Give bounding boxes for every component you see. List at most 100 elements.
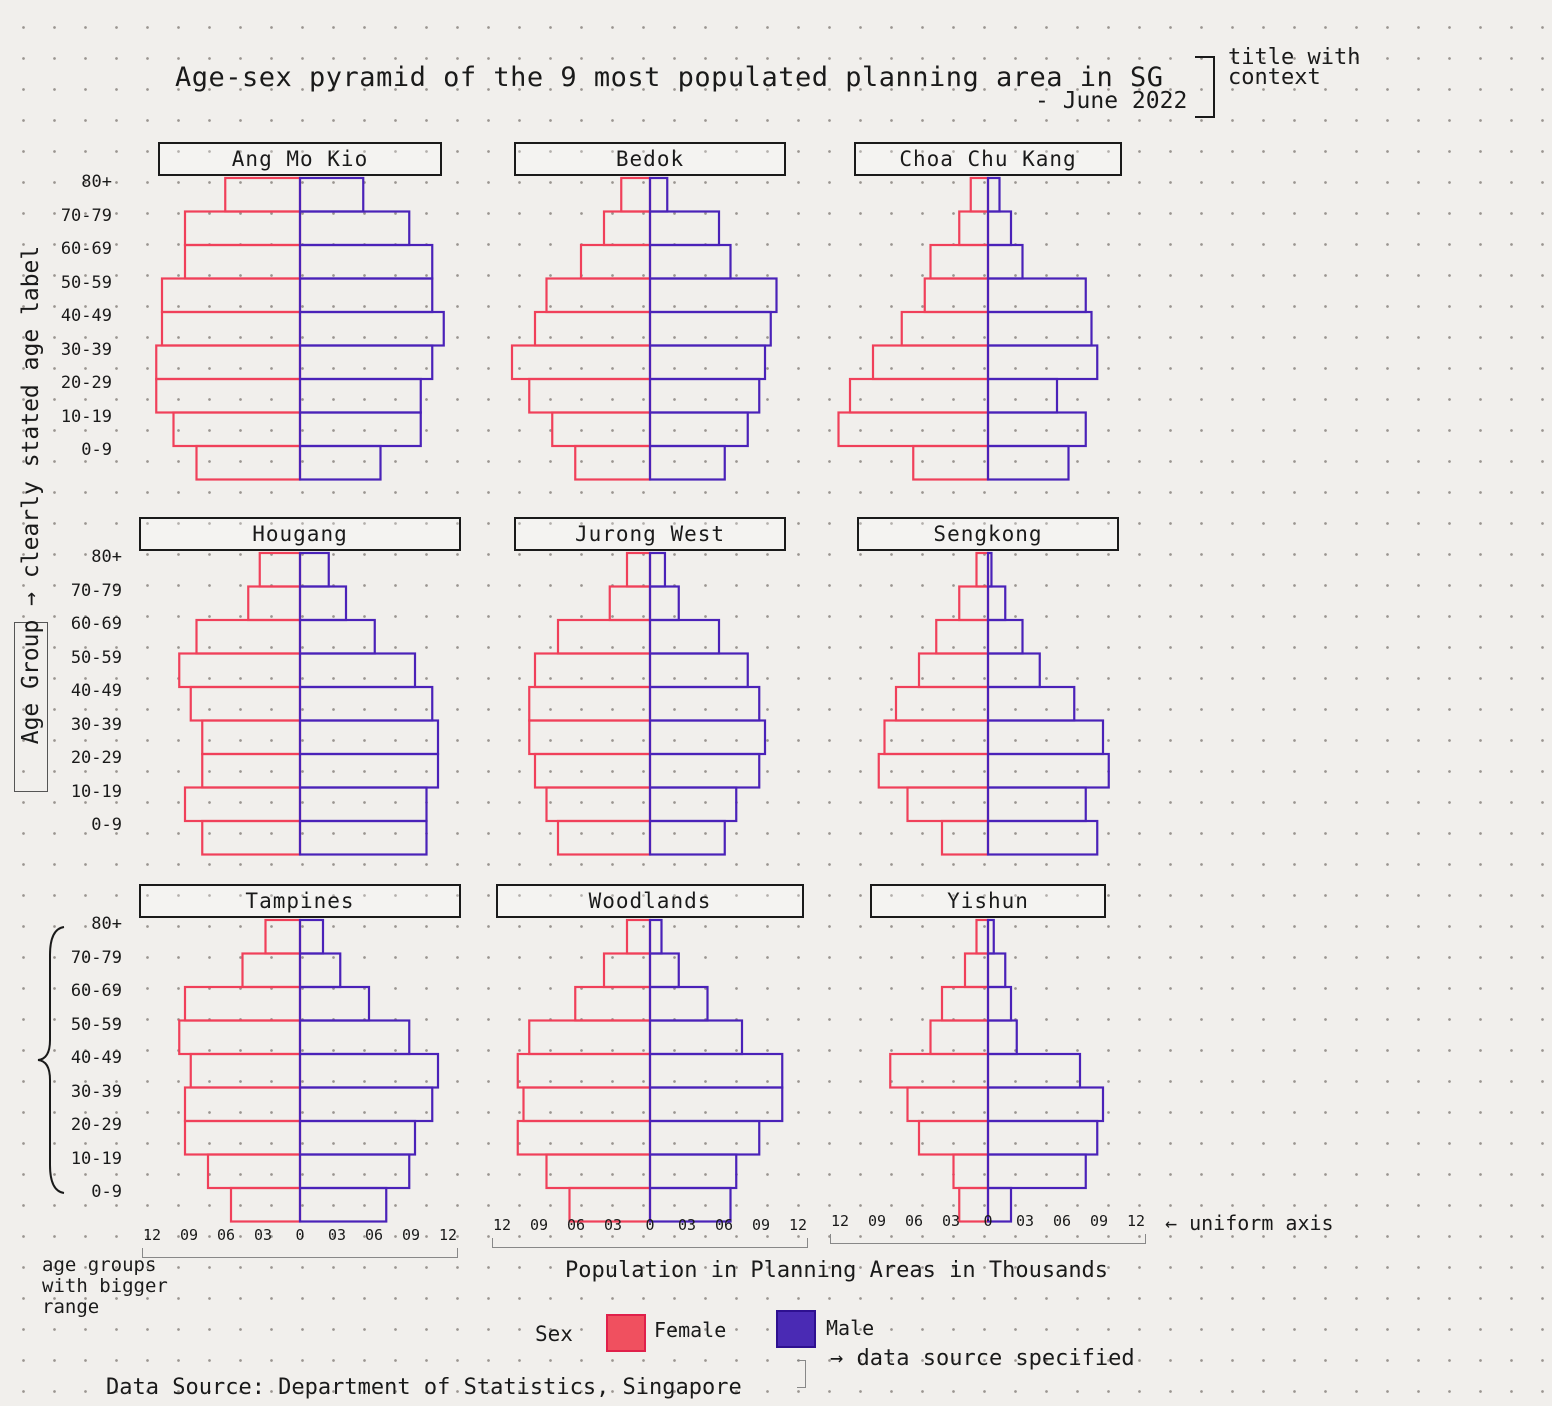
age-label-r1-0-9: 0-9 bbox=[91, 815, 122, 835]
x-tick-woodlands-6: 06 bbox=[714, 1216, 734, 1234]
bar-female-tampines-0-9 bbox=[229, 1186, 302, 1223]
age-label-r2-40-49: 40-49 bbox=[70, 1048, 122, 1068]
source-bracket bbox=[797, 1360, 806, 1388]
bar-male-yishun-10-19 bbox=[986, 1153, 1087, 1190]
bar-male-choa-chu-kang-80- bbox=[986, 176, 1001, 213]
bar-female-tampines-30-39 bbox=[183, 1086, 302, 1123]
age-label-r1-10-19: 10-19 bbox=[70, 781, 122, 802]
bar-female-jurong-west-10-19 bbox=[545, 786, 652, 823]
bar-male-sengkong-50-59 bbox=[986, 652, 1041, 689]
panel-title-bedok: Bedok bbox=[514, 142, 786, 176]
bar-female-tampines-70-79 bbox=[241, 952, 302, 989]
bar-female-ang-mo-kio-30-39 bbox=[155, 344, 302, 381]
age-label-r1-30-39: 30-39 bbox=[70, 714, 122, 735]
bar-female-ang-mo-kio-20-29 bbox=[155, 377, 302, 414]
bar-male-hougang-60-69 bbox=[298, 618, 376, 655]
age-label-r1-60-69: 60-69 bbox=[70, 614, 122, 634]
bar-male-tampines-70-79 bbox=[298, 952, 342, 989]
bar-female-sengkong-70-79 bbox=[958, 585, 990, 622]
legend-female-label: Female bbox=[654, 1318, 727, 1342]
bar-female-jurong-west-0-9 bbox=[556, 819, 652, 856]
x-axis-bracket-tampines bbox=[142, 1248, 458, 1258]
bar-male-yishun-70-79 bbox=[986, 952, 1007, 989]
bar-male-woodlands-60-69 bbox=[648, 985, 709, 1022]
bar-female-sengkong-20-29 bbox=[877, 752, 990, 789]
legend-title: Sex bbox=[535, 1322, 573, 1346]
bar-male-jurong-west-40-49 bbox=[648, 685, 761, 722]
bar-female-ang-mo-kio-40-49 bbox=[160, 310, 302, 347]
bar-female-sengkong-30-39 bbox=[883, 719, 990, 756]
x-tick-woodlands-4: 0 bbox=[645, 1216, 655, 1234]
bar-female-jurong-west-30-39 bbox=[528, 719, 652, 756]
x-tick-yishun-8: 12 bbox=[1126, 1212, 1146, 1230]
x-tick-woodlands-0: 12 bbox=[492, 1216, 512, 1234]
x-tick-yishun-7: 09 bbox=[1089, 1212, 1109, 1230]
source-annotation: → data source specified bbox=[830, 1346, 1135, 1371]
age-label-r0-30-39: 30-39 bbox=[60, 339, 112, 360]
age-label-r0-60-69: 60-69 bbox=[60, 239, 112, 259]
bar-female-woodlands-30-39 bbox=[522, 1086, 652, 1123]
bar-female-ang-mo-kio-0-9 bbox=[195, 444, 302, 481]
bar-male-sengkong-80- bbox=[986, 551, 993, 588]
bar-female-bedok-20-29 bbox=[528, 377, 652, 414]
age-label-r0-80-: 80+ bbox=[81, 172, 112, 192]
bar-female-woodlands-80- bbox=[625, 918, 652, 955]
bar-male-tampines-0-9 bbox=[298, 1186, 388, 1223]
bar-male-yishun-30-39 bbox=[986, 1086, 1105, 1123]
panel-title-jurong-west: Jurong West bbox=[514, 517, 786, 551]
age-label-r2-0-9: 0-9 bbox=[91, 1182, 122, 1202]
bar-male-sengkong-20-29 bbox=[986, 752, 1110, 789]
chart-subtitle: - June 2022 bbox=[1035, 88, 1188, 114]
x-axis-bracket-yishun bbox=[830, 1234, 1146, 1244]
x-tick-yishun-5: 03 bbox=[1015, 1212, 1035, 1230]
panel-title-woodlands: Woodlands bbox=[496, 884, 804, 918]
age-label-r2-20-29: 20-29 bbox=[70, 1115, 122, 1135]
chart-title: Age-sex pyramid of the 9 most populated … bbox=[175, 62, 1164, 93]
bar-male-woodlands-0-9 bbox=[648, 1186, 732, 1223]
bar-female-hougang-0-9 bbox=[201, 819, 302, 856]
bar-male-bedok-20-29 bbox=[648, 377, 761, 414]
age-brace bbox=[37, 926, 65, 1194]
x-tick-tampines-8: 12 bbox=[438, 1226, 458, 1244]
bar-female-woodlands-10-19 bbox=[545, 1153, 652, 1190]
bar-female-hougang-40-49 bbox=[189, 685, 302, 722]
bar-male-tampines-60-69 bbox=[298, 985, 371, 1022]
panel-title-hougang: Hougang bbox=[139, 517, 461, 551]
age-label-r0-70-79: 70-79 bbox=[60, 205, 112, 226]
bar-female-jurong-west-40-49 bbox=[528, 685, 652, 722]
bar-female-hougang-10-19 bbox=[183, 786, 302, 823]
title-bracket bbox=[1195, 56, 1215, 118]
bar-female-tampines-80- bbox=[264, 918, 302, 955]
bar-male-jurong-west-30-39 bbox=[648, 719, 767, 756]
x-tick-woodlands-5: 03 bbox=[677, 1216, 697, 1234]
bar-female-bedok-60-69 bbox=[579, 243, 652, 280]
bar-male-woodlands-50-59 bbox=[648, 1019, 744, 1056]
bar-male-bedok-80- bbox=[648, 176, 669, 213]
x-tick-yishun-3: 03 bbox=[941, 1212, 961, 1230]
bar-male-yishun-0-9 bbox=[986, 1186, 1013, 1223]
bar-male-woodlands-80- bbox=[648, 918, 663, 955]
bar-female-jurong-west-20-29 bbox=[533, 752, 652, 789]
x-tick-woodlands-3: 03 bbox=[603, 1216, 623, 1234]
bar-male-tampines-20-29 bbox=[298, 1119, 417, 1156]
bar-male-hougang-20-29 bbox=[298, 752, 440, 789]
bar-female-tampines-40-49 bbox=[189, 1052, 302, 1089]
panel-title-choa-chu-kang: Choa Chu Kang bbox=[854, 142, 1122, 176]
bar-female-tampines-20-29 bbox=[183, 1119, 302, 1156]
bar-male-ang-mo-kio-20-29 bbox=[298, 377, 422, 414]
bar-female-choa-chu-kang-60-69 bbox=[929, 243, 990, 280]
data-source: Data Source: Department of Statistics, S… bbox=[106, 1375, 742, 1400]
x-tick-woodlands-1: 09 bbox=[529, 1216, 549, 1234]
bar-male-choa-chu-kang-20-29 bbox=[986, 377, 1059, 414]
bar-male-hougang-40-49 bbox=[298, 685, 434, 722]
age-annotation: age groups with bigger range bbox=[42, 1254, 168, 1318]
bar-male-ang-mo-kio-70-79 bbox=[298, 210, 411, 247]
bar-male-yishun-50-59 bbox=[986, 1019, 1018, 1056]
bar-male-jurong-west-80- bbox=[648, 551, 667, 588]
bar-female-bedok-70-79 bbox=[602, 210, 652, 247]
bar-male-sengkong-0-9 bbox=[986, 819, 1099, 856]
bar-female-ang-mo-kio-50-59 bbox=[160, 277, 302, 314]
x-tick-yishun-0: 12 bbox=[830, 1212, 850, 1230]
bar-female-yishun-60-69 bbox=[940, 985, 990, 1022]
